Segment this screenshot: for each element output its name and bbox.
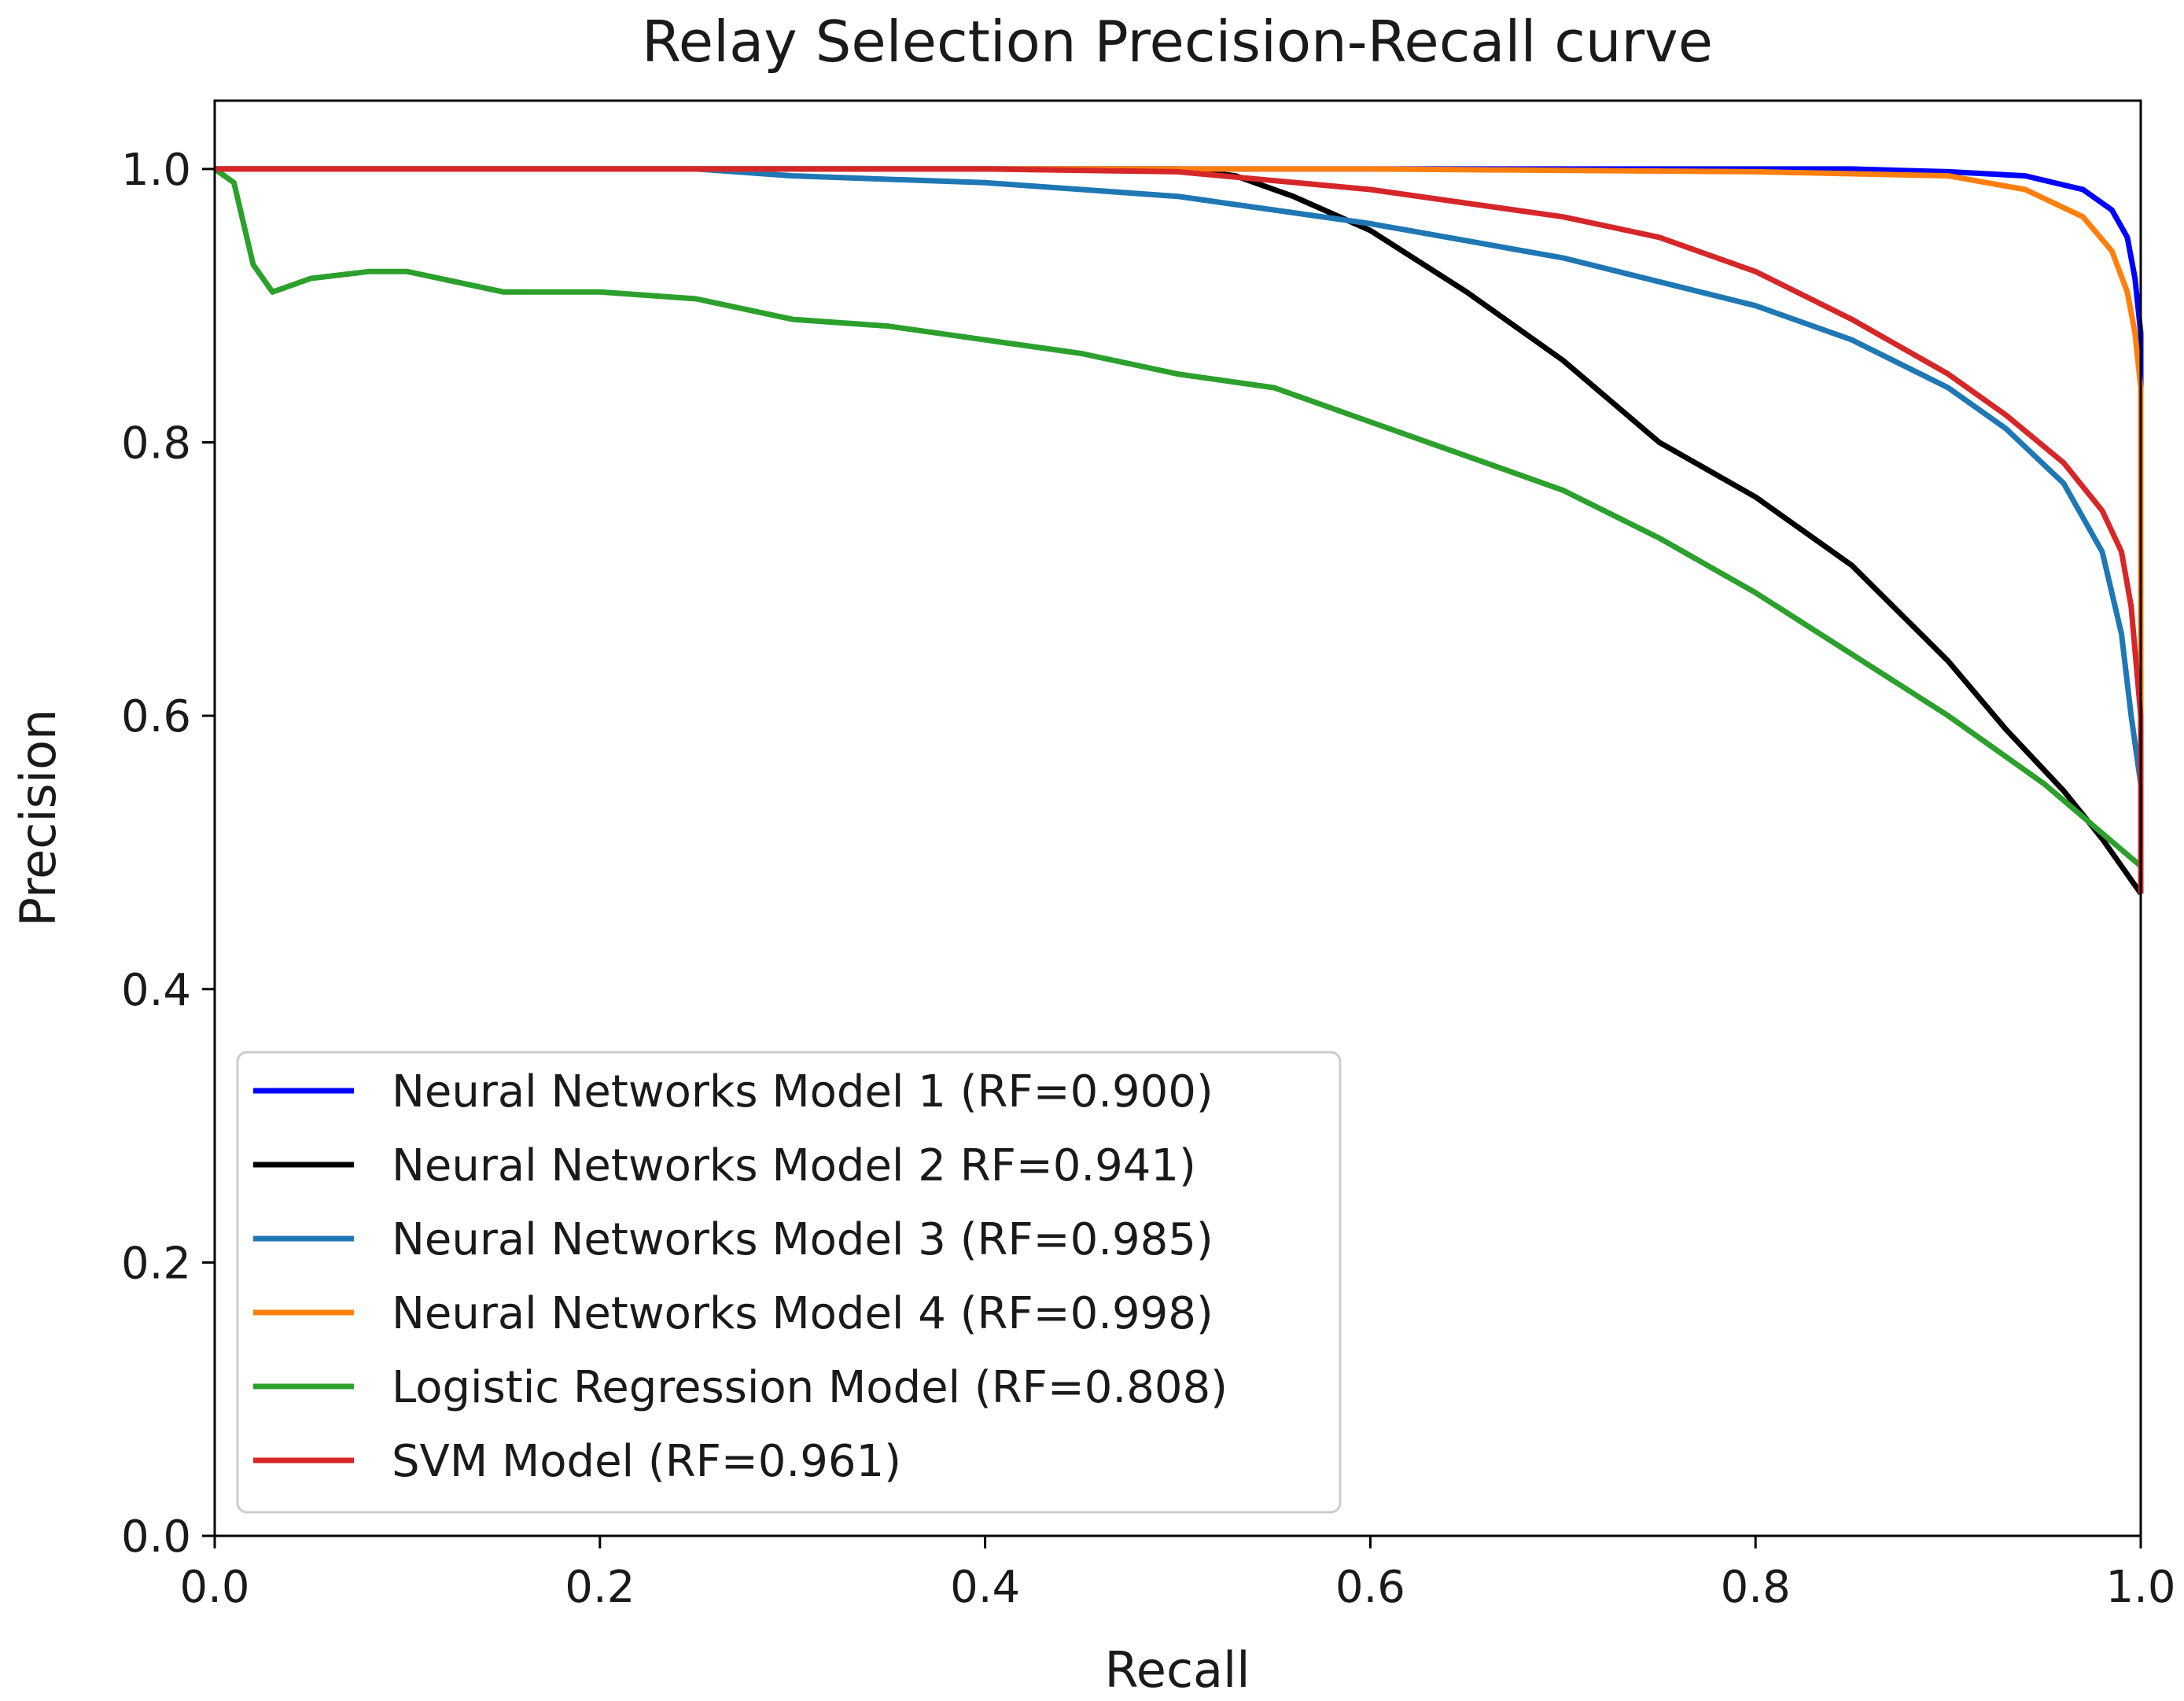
legend-label-2: Neural Networks Model 2 RF=0.941) (392, 1140, 1196, 1191)
series-line-4 (215, 166, 2144, 894)
x-tick-label: 1.0 (2105, 1562, 2175, 1613)
series-line-3 (215, 166, 2144, 894)
legend: Neural Networks Model 1 (RF=0.900) Neural… (236, 1051, 1342, 1514)
y-tick-label: 0.6 (121, 691, 191, 742)
legend-label-4: Neural Networks Model 4 (RF=0.998) (392, 1288, 1214, 1339)
y-axis-ticks: 0.0 0.2 0.4 0.6 0.8 1.0 (121, 145, 215, 1563)
plot-frame (213, 99, 2142, 1537)
legend-label-5: Logistic Regression Model (RF=0.808) (392, 1362, 1228, 1413)
legend-box (236, 1051, 1342, 1514)
legend-label-3: Neural Networks Model 3 (RF=0.985) (392, 1214, 1214, 1265)
y-tick-label: 1.0 (121, 145, 191, 196)
chart-title: Relay Selection Precision-Recall curve (642, 9, 1713, 75)
series-line-5 (212, 167, 2143, 868)
series-layer (212, 166, 2144, 896)
x-tick-label: 0.6 (1335, 1562, 1405, 1613)
x-tick-label: 0.0 (179, 1562, 249, 1613)
x-tick-label: 0.2 (565, 1562, 635, 1613)
x-axis-ticks: 0.0 0.2 0.4 0.6 0.8 1.0 (179, 1536, 2176, 1613)
y-tick-label: 0.0 (121, 1511, 191, 1563)
x-axis-label: Recall (1105, 1641, 1250, 1699)
y-tick-label: 0.8 (121, 418, 191, 469)
legend-label-6: SVM Model (RF=0.961) (392, 1436, 901, 1487)
series-line-6 (215, 166, 2144, 894)
y-axis-label: Precision (9, 709, 67, 927)
x-tick-label: 0.4 (950, 1562, 1020, 1613)
legend-label-1: Neural Networks Model 1 (RF=0.900) (392, 1066, 1214, 1117)
y-tick-label: 0.4 (121, 965, 191, 1016)
x-tick-label: 0.8 (1721, 1562, 1791, 1613)
y-tick-label: 0.2 (121, 1238, 191, 1289)
